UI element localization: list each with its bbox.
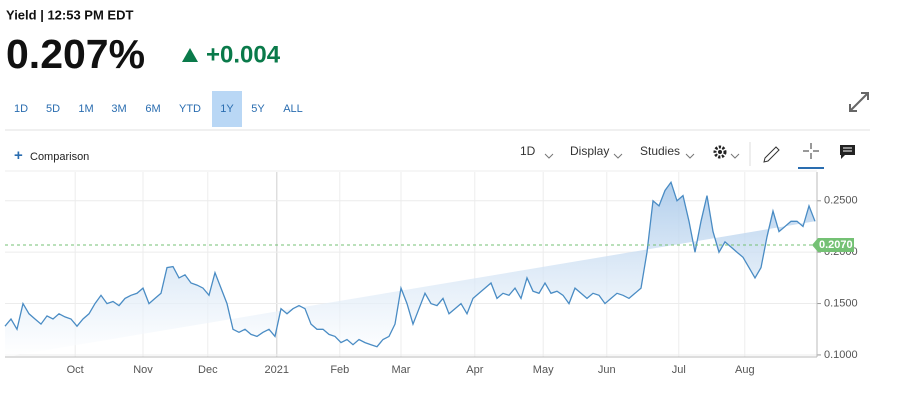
chevrons xyxy=(544,153,740,159)
x-tick-label: Oct xyxy=(67,364,84,376)
x-tick-label: Apr xyxy=(466,364,483,376)
y-tick-label: 0.2500 xyxy=(824,195,858,207)
range-button[interactable]: 6M xyxy=(145,103,160,115)
x-tick-label: Jul xyxy=(672,364,686,376)
range-button[interactable]: ALL xyxy=(283,103,303,115)
comment-icon[interactable] xyxy=(840,145,855,159)
range-button[interactable]: 3M xyxy=(111,103,126,115)
comment-lines xyxy=(843,147,852,152)
range-button[interactable]: 5D xyxy=(46,103,60,115)
comparison-button[interactable]: Comparison xyxy=(30,151,89,163)
range-button[interactable]: 5Y xyxy=(251,103,265,115)
up-arrow xyxy=(182,48,198,62)
x-tick-label: Feb xyxy=(330,364,349,376)
studies-button[interactable]: Studies xyxy=(640,144,680,158)
range-button[interactable]: 1D xyxy=(14,103,28,115)
line xyxy=(4,180,816,348)
crosshair-icon[interactable] xyxy=(803,143,819,159)
last-value-label: 0.2070 xyxy=(819,239,853,251)
x-tick-label: Jun xyxy=(598,364,616,376)
x-tick-label: May xyxy=(533,364,554,376)
range-button[interactable]: 1Y xyxy=(220,103,234,115)
header-title: Yield | 12:53 PM EDT xyxy=(6,7,133,22)
range-button[interactable]: YTD xyxy=(179,103,201,115)
draw-icon[interactable] xyxy=(763,146,780,163)
y-tick-label: 0.1000 xyxy=(824,349,858,361)
y-tick-label: 0.1500 xyxy=(824,297,858,309)
plot: Oct Nov Dec 2021 Feb Mar Apr May Jun Jul Aug 0.1000… xyxy=(4,172,858,376)
interval-button[interactable]: 1D xyxy=(520,144,536,158)
plus-icon: + xyxy=(14,147,23,164)
display-button[interactable]: Display xyxy=(570,144,609,158)
x-tick-label: Dec xyxy=(198,364,218,376)
settings-icon[interactable] xyxy=(713,145,727,159)
expand-icon[interactable] xyxy=(849,92,869,112)
price: 0.207% xyxy=(6,31,145,77)
x-tick-label: Aug xyxy=(735,364,755,376)
change: +0.004 xyxy=(206,41,281,68)
x-tick-label: Nov xyxy=(133,364,153,376)
range-selected-bg xyxy=(212,91,242,127)
last-value-tag xyxy=(812,237,854,252)
area xyxy=(5,182,815,357)
range-button[interactable]: 1M xyxy=(78,103,93,115)
range-buttons: 1D 5D 1M 3M 6M YTD 1Y 5Y ALL xyxy=(14,91,303,127)
x-tick-label: Mar xyxy=(392,364,411,376)
x-tick-label: 2021 xyxy=(265,364,289,376)
